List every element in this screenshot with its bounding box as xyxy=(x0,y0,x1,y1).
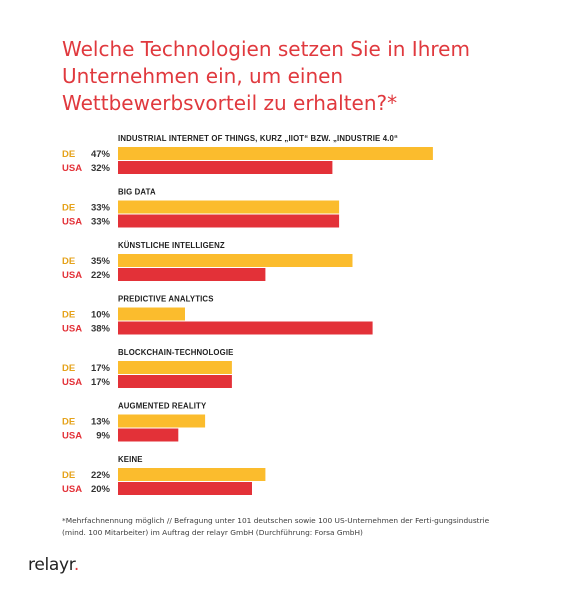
value-label: 32% xyxy=(91,163,111,174)
value-label: 13% xyxy=(91,417,111,428)
series-label-de: DE xyxy=(62,203,75,214)
value-label: 33% xyxy=(91,203,111,214)
category-label: BIG DATA xyxy=(118,188,156,197)
value-label: 33% xyxy=(91,217,111,228)
logo-dot: . xyxy=(73,555,80,575)
series-label-de: DE xyxy=(62,417,75,428)
value-label: 38% xyxy=(91,324,111,335)
bar-usa xyxy=(118,428,179,442)
bar-usa xyxy=(118,161,333,174)
bar-chart: INDUSTRIAL INTERNET OF THINGS, KURZ „IIO… xyxy=(62,134,433,495)
series-label-usa: USA xyxy=(62,324,82,335)
series-label-de: DE xyxy=(62,149,75,160)
category-label: INDUSTRIAL INTERNET OF THINGS, KURZ „IIO… xyxy=(118,134,398,143)
bar-usa xyxy=(118,482,252,495)
series-label-usa: USA xyxy=(62,217,82,228)
series-label-de: DE xyxy=(62,363,75,374)
series-label-de: DE xyxy=(62,256,75,267)
bar-de xyxy=(118,254,353,267)
category-label: KÜNSTLICHE INTELLIGENZ xyxy=(118,241,225,250)
bar-de xyxy=(118,147,433,160)
value-label: 22% xyxy=(91,470,111,481)
value-label: 10% xyxy=(91,310,111,321)
category-label: AUGMENTED REALITY xyxy=(118,402,207,411)
value-label: 9% xyxy=(96,431,110,442)
bar-de xyxy=(118,468,266,481)
value-label: 47% xyxy=(91,149,111,160)
category-label: PREDICTIVE ANALYTICS xyxy=(118,295,214,304)
series-label-usa: USA xyxy=(62,431,82,442)
series-label-de: DE xyxy=(62,310,75,321)
series-label-usa: USA xyxy=(62,484,82,495)
bar-de xyxy=(118,307,185,321)
value-label: 22% xyxy=(91,270,111,281)
bar-usa xyxy=(118,321,373,335)
value-label: 17% xyxy=(91,363,111,374)
bar-de xyxy=(118,414,206,428)
bar-usa xyxy=(118,268,266,281)
bar-de xyxy=(118,200,340,214)
logo-text: relayr xyxy=(28,555,74,575)
series-label-de: DE xyxy=(62,470,75,481)
value-label: 17% xyxy=(91,377,111,388)
series-label-usa: USA xyxy=(62,163,82,174)
bar-usa xyxy=(118,214,340,228)
value-label: 35% xyxy=(91,256,111,267)
chart-title: Welche Technologien setzen Sie in Ihrem … xyxy=(62,37,470,115)
relayr-logo: relayr. xyxy=(28,555,79,575)
bar-usa xyxy=(118,375,232,388)
series-label-usa: USA xyxy=(62,270,82,281)
category-label: KEINE xyxy=(118,455,143,464)
value-label: 20% xyxy=(91,484,111,495)
footnote: *Mehrfachnennung möglich // Befragung un… xyxy=(62,516,490,537)
bar-de xyxy=(118,361,232,374)
series-label-usa: USA xyxy=(62,377,82,388)
category-label: BLOCKCHAIN-TECHNOLOGIE xyxy=(118,348,233,357)
